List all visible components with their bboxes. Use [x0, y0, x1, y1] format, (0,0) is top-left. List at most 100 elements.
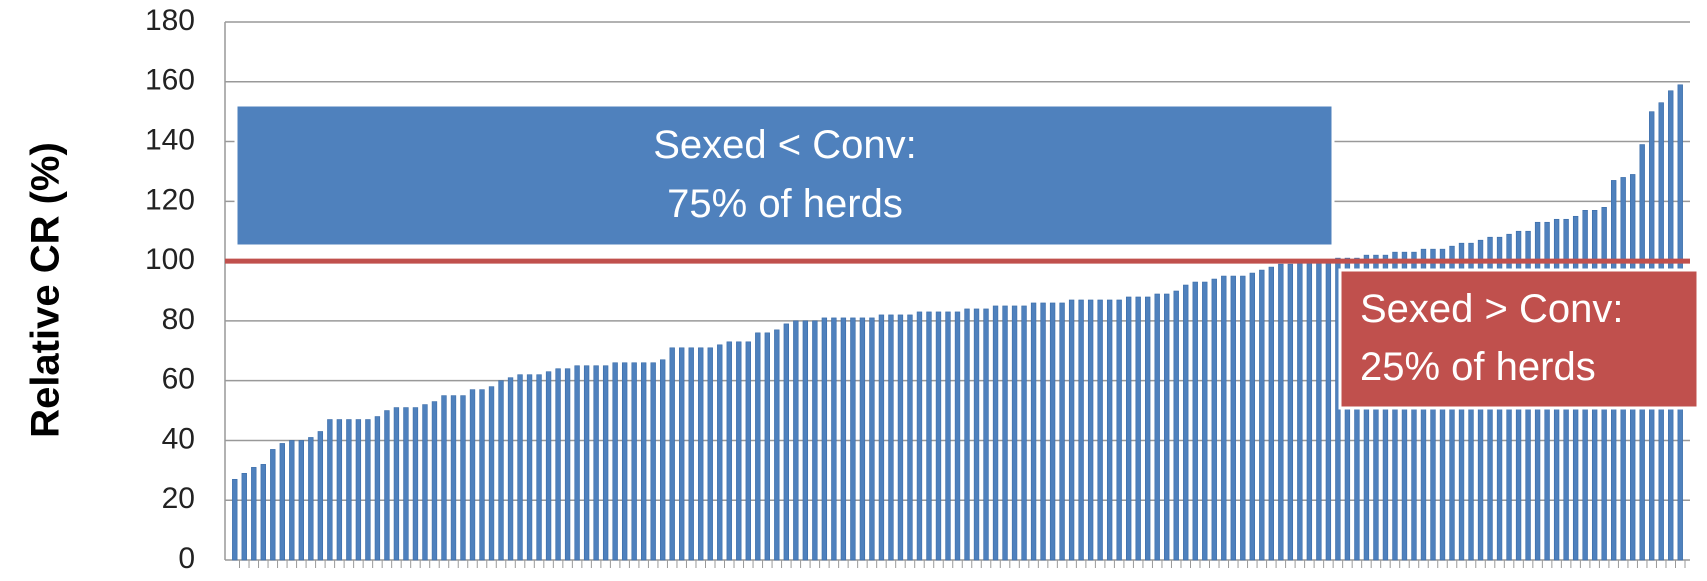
bar	[498, 380, 504, 561]
bar	[327, 419, 333, 561]
bar	[669, 347, 675, 561]
bar	[1192, 281, 1198, 561]
bar	[1059, 302, 1065, 561]
bar	[1278, 263, 1284, 561]
bar	[1287, 263, 1294, 561]
y-tick-label: 160	[145, 64, 195, 97]
bar	[1211, 278, 1217, 561]
bar	[907, 314, 913, 561]
bar	[270, 449, 276, 561]
y-tick-label: 180	[145, 4, 195, 37]
bar	[1249, 272, 1255, 561]
bar	[1259, 269, 1265, 561]
bar	[1002, 305, 1008, 561]
bar	[983, 308, 989, 561]
bar	[251, 467, 257, 561]
bar	[1068, 299, 1075, 561]
bar	[260, 464, 266, 561]
y-axis-title: Relative CR (%)	[24, 142, 68, 438]
bar	[774, 329, 780, 561]
bar	[802, 320, 809, 561]
bar	[441, 395, 447, 561]
annotation-text: 75% of herds	[667, 182, 903, 226]
bar	[1297, 260, 1303, 561]
bar	[317, 431, 324, 561]
bar	[1021, 305, 1027, 561]
annotation-text: Sexed > Conv:	[1360, 287, 1624, 331]
bar	[755, 332, 761, 561]
bar	[698, 347, 704, 561]
bar	[574, 365, 580, 561]
bar	[365, 419, 371, 561]
bar	[1306, 260, 1313, 561]
bar	[688, 347, 694, 561]
bar	[232, 478, 238, 561]
bar	[660, 359, 666, 561]
y-tick-label: 140	[145, 123, 195, 156]
bar	[346, 419, 352, 561]
bar	[736, 341, 742, 561]
bar	[812, 320, 818, 561]
bar	[289, 440, 295, 561]
bar	[1240, 275, 1246, 561]
bar	[384, 410, 390, 561]
y-tick-label: 80	[162, 303, 195, 336]
bar	[488, 386, 495, 561]
bar	[783, 323, 790, 561]
bar	[1268, 266, 1275, 561]
annotation-box	[1338, 268, 1700, 410]
bar	[850, 317, 856, 561]
bar	[507, 377, 514, 561]
bar	[897, 314, 904, 561]
bar	[859, 317, 866, 561]
bar	[1325, 260, 1332, 561]
bar	[992, 305, 999, 561]
bar	[479, 389, 485, 561]
bar	[393, 407, 400, 561]
bar	[602, 365, 609, 561]
bar	[707, 347, 713, 561]
bar	[954, 311, 961, 561]
annotation-text: 25% of herds	[1360, 345, 1596, 389]
bar	[878, 314, 885, 561]
bar	[545, 371, 552, 561]
bar	[926, 311, 932, 561]
y-tick-label: 20	[162, 482, 195, 515]
bar	[945, 311, 951, 561]
bar	[1097, 299, 1103, 561]
bar	[793, 320, 799, 561]
bar	[517, 374, 523, 561]
bar	[840, 317, 847, 561]
bar	[1087, 299, 1094, 561]
bar	[526, 374, 533, 561]
y-tick-label: 0	[178, 542, 195, 575]
bar	[564, 368, 571, 561]
bar	[241, 473, 247, 561]
bar	[726, 341, 732, 561]
bar	[831, 317, 837, 561]
bar	[888, 314, 894, 561]
annotation-box	[234, 103, 1335, 248]
bar	[536, 374, 542, 561]
bar	[964, 308, 970, 561]
y-tick-label: 120	[145, 183, 195, 216]
bar	[308, 437, 314, 561]
bar	[1030, 302, 1037, 561]
annotation-text: Sexed < Conv:	[653, 123, 917, 167]
bar	[1040, 302, 1046, 561]
bar	[717, 344, 723, 561]
bar	[1316, 260, 1322, 561]
bar	[1145, 296, 1151, 561]
bar	[612, 362, 618, 561]
bar	[583, 365, 590, 561]
bar	[640, 362, 647, 561]
bar	[916, 311, 923, 561]
bar	[555, 368, 561, 561]
bar	[631, 362, 637, 561]
bar	[403, 407, 409, 561]
bar	[764, 332, 770, 561]
bar	[679, 347, 685, 561]
bar	[412, 407, 419, 561]
bar	[1011, 305, 1018, 561]
